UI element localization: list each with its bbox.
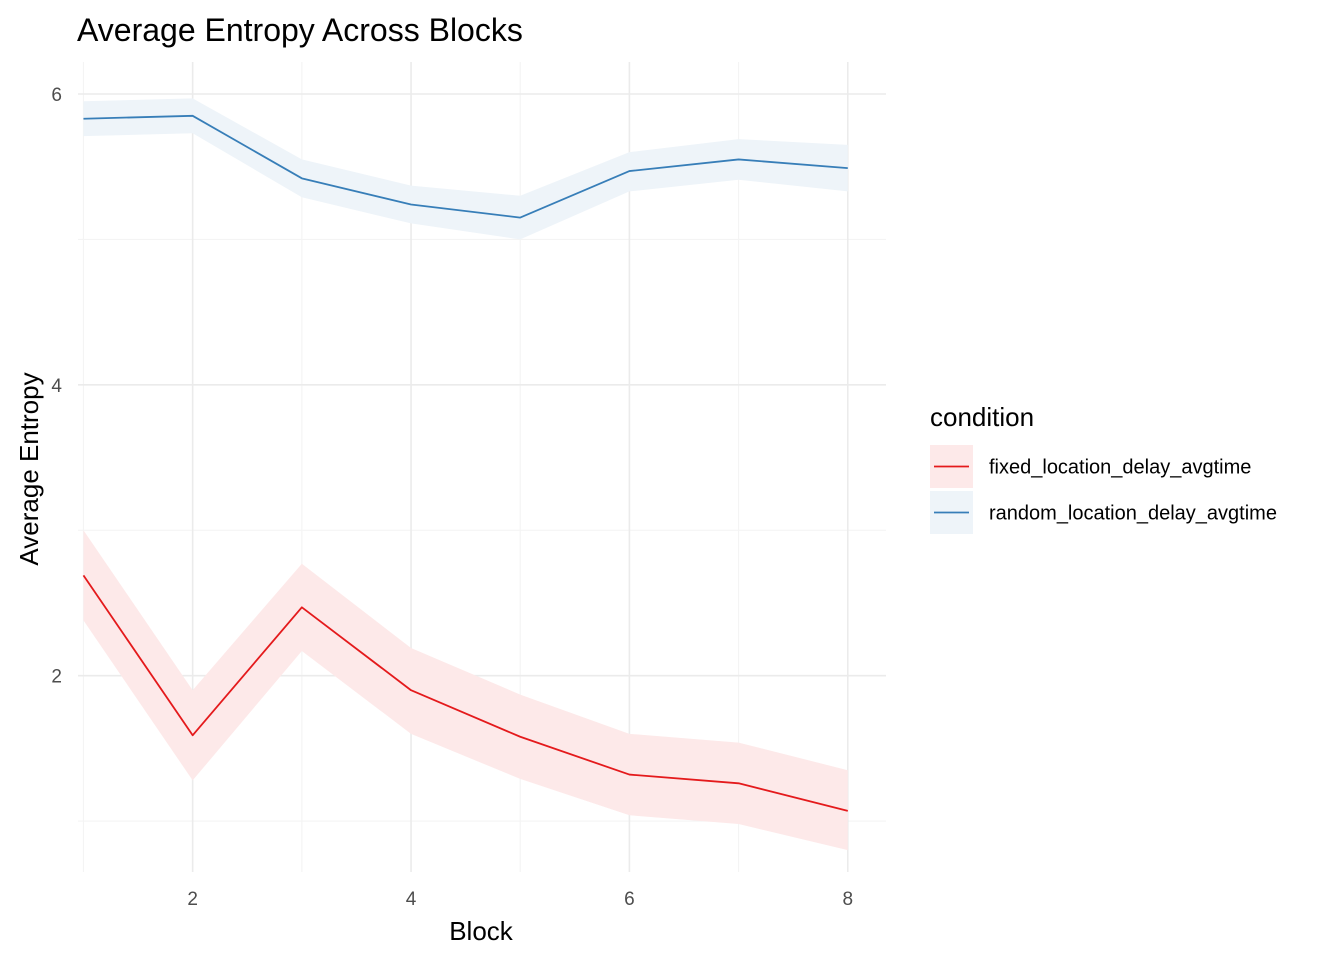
y-tick-label: 4 xyxy=(51,376,62,397)
y-tick-label: 6 xyxy=(51,85,62,106)
x-tick-label: 4 xyxy=(406,889,417,910)
x-tick-label: 2 xyxy=(187,889,198,910)
x-axis-title: Block xyxy=(449,916,514,946)
y-axis-title: Average Entropy xyxy=(14,372,44,565)
legend-label: random_location_delay_avgtime xyxy=(989,503,1277,525)
ribbon-fixed xyxy=(83,530,848,851)
legend: condition fixed_location_delay_avgtimera… xyxy=(930,402,1277,534)
series-line-fixed xyxy=(82,574,849,812)
legend-title: condition xyxy=(930,402,1034,432)
chart-title: Average Entropy Across Blocks xyxy=(77,12,523,48)
x-tick-label: 6 xyxy=(624,889,635,910)
tick-labels: 2 4 6 8 2 4 6 xyxy=(51,85,853,910)
series-line-random xyxy=(83,114,848,219)
y-tick-label: 2 xyxy=(51,667,62,688)
legend-label: fixed_location_delay_avgtime xyxy=(989,457,1251,479)
x-tick-label: 8 xyxy=(842,889,853,910)
series-lines xyxy=(82,114,849,812)
